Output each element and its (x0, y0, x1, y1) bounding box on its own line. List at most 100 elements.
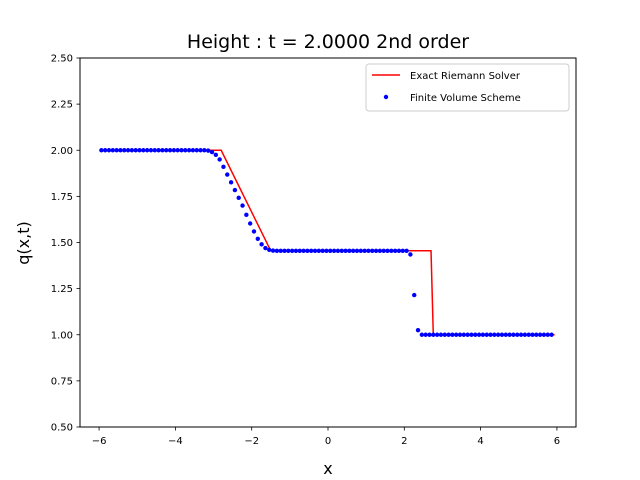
data-point-finite-volume (522, 332, 528, 337)
data-point-finite-volume (518, 332, 524, 337)
data-point-finite-volume (106, 148, 112, 153)
x-tick-label: −2 (244, 436, 259, 447)
data-point-finite-volume (255, 236, 260, 242)
data-point-finite-volume (537, 332, 543, 337)
data-point-finite-volume (312, 248, 318, 253)
data-point-finite-volume (183, 148, 188, 153)
data-point-finite-volume (213, 152, 219, 158)
data-point-finite-volume (110, 148, 116, 153)
data-point-finite-volume (167, 148, 173, 153)
data-point-finite-volume (141, 148, 146, 153)
data-point-finite-volume (267, 247, 272, 253)
y-tick-label: 2.50 (51, 54, 73, 65)
x-tick-label: −4 (168, 436, 183, 447)
data-point-finite-volume (362, 248, 367, 253)
data-point-finite-volume (301, 248, 306, 253)
data-point-finite-volume (305, 248, 310, 253)
data-point-finite-volume (335, 248, 341, 253)
y-tick-label: 0.50 (51, 423, 73, 434)
data-point-finite-volume (423, 332, 428, 337)
data-point-finite-volume (442, 332, 447, 337)
data-point-finite-volume (331, 248, 337, 253)
y-tick-label: 1.00 (51, 330, 73, 341)
data-point-finite-volume (114, 148, 119, 153)
data-point-finite-volume (373, 248, 379, 253)
data-point-finite-volume (354, 248, 360, 253)
data-point-finite-volume (171, 148, 177, 153)
data-point-finite-volume (408, 252, 413, 257)
data-point-finite-volume (125, 148, 131, 153)
data-point-finite-volume (293, 248, 299, 253)
data-point-finite-volume (102, 148, 108, 153)
data-point-finite-volume (389, 248, 394, 253)
data-point-finite-volume (278, 248, 283, 253)
data-point-finite-volume (244, 212, 249, 218)
data-point-finite-volume (480, 332, 486, 337)
data-point-finite-volume (259, 242, 264, 247)
data-point-finite-volume (179, 148, 184, 153)
data-point-finite-volume (316, 248, 322, 253)
data-point-finite-volume (148, 148, 154, 153)
data-point-finite-volume (221, 164, 226, 170)
y-tick-label: 1.75 (51, 192, 73, 203)
y-axis: 0.50 0.75 1.00 1.25 1.50 1.75 2.00 2.25 2.50 (51, 54, 80, 434)
data-point-finite-volume (232, 187, 238, 193)
data-point-finite-volume (534, 332, 539, 337)
data-point-finite-volume (381, 248, 386, 253)
data-point-finite-volume (209, 149, 215, 155)
legend-swatch-fv (383, 94, 389, 100)
data-point-finite-volume (366, 248, 371, 253)
x-tick-label: 0 (325, 436, 331, 447)
data-point-finite-volume (339, 248, 344, 253)
data-point-finite-volume (385, 248, 390, 253)
data-point-finite-volume (324, 248, 329, 253)
x-axis-label: x (323, 459, 332, 478)
data-point-finite-volume (225, 172, 230, 177)
data-point-finite-volume (137, 148, 142, 153)
data-point-finite-volume (251, 229, 257, 234)
data-point-finite-volume (263, 245, 268, 251)
data-point-finite-volume (194, 148, 199, 153)
data-point-finite-volume (99, 148, 104, 153)
data-point-finite-volume (370, 248, 375, 253)
x-tick-label: 2 (401, 436, 407, 447)
data-point-finite-volume (350, 248, 356, 253)
data-point-finite-volume (320, 248, 325, 253)
data-point-finite-volume (152, 148, 157, 153)
data-point-finite-volume (495, 332, 501, 337)
data-point-finite-volume (503, 332, 508, 337)
data-point-finite-volume (270, 248, 276, 253)
y-tick-label: 1.50 (51, 238, 73, 249)
data-point-finite-volume (156, 148, 161, 153)
data-point-finite-volume (144, 148, 150, 153)
data-point-finite-volume (461, 332, 467, 337)
legend-box (365, 63, 570, 112)
data-point-finite-volume (396, 248, 402, 253)
data-point-finite-volume (236, 195, 241, 201)
data-point-finite-volume (515, 332, 520, 337)
data-point-finite-volume (473, 332, 478, 337)
data-point-finite-volume (286, 248, 291, 253)
data-point-finite-volume (469, 332, 474, 337)
data-point-finite-volume (343, 248, 348, 253)
data-point-finite-volume (228, 180, 234, 185)
data-point-finite-volume (175, 148, 180, 153)
data-point-finite-volume (297, 248, 302, 253)
data-point-finite-volume (412, 292, 417, 298)
data-point-finite-volume (511, 332, 516, 337)
data-point-finite-volume (438, 332, 444, 337)
x-tick-label: 6 (554, 436, 560, 447)
y-tick-label: 2.25 (51, 100, 73, 111)
data-point-finite-volume (190, 148, 196, 153)
data-point-finite-volume (446, 332, 451, 337)
data-point-finite-volume (484, 332, 489, 337)
data-point-finite-volume (122, 148, 127, 153)
data-point-finite-volume (545, 332, 550, 337)
data-point-finite-volume (133, 148, 138, 153)
x-tick-label: 4 (477, 436, 483, 447)
data-point-finite-volume (358, 248, 364, 253)
data-point-finite-volume (164, 148, 169, 153)
data-point-finite-volume (431, 332, 436, 337)
x-axis: −6 −4 −2 0 2 4 6 (92, 427, 560, 447)
